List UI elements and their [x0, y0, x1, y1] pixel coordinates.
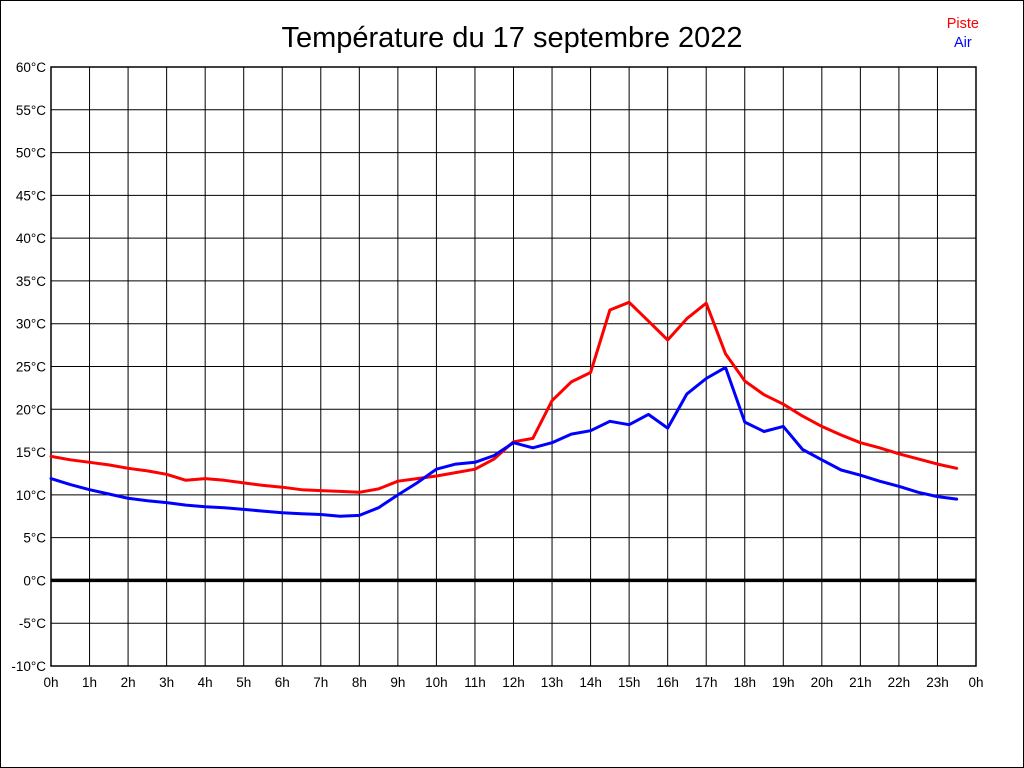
y-axis-tick-label: 50°C	[16, 146, 46, 161]
y-axis-tick-label: -5°C	[19, 616, 46, 631]
x-axis-tick-label: 0h	[43, 675, 58, 690]
x-axis-tick-label: 16h	[656, 675, 679, 690]
x-axis-tick-label: 14h	[579, 675, 602, 690]
x-axis-tick-label: 7h	[313, 675, 328, 690]
x-axis-tick-label: 10h	[425, 675, 448, 690]
y-axis-tick-label: 15°C	[16, 445, 46, 460]
y-axis-tick-label: 45°C	[16, 188, 46, 203]
y-axis-tick-label: 0°C	[23, 573, 46, 588]
x-axis-tick-label: 9h	[390, 675, 405, 690]
x-axis-tick-label: 0h	[968, 675, 983, 690]
y-axis-tick-label: -10°C	[11, 659, 46, 674]
air-temperature-line	[49, 365, 959, 518]
x-axis-tick-label: 23h	[926, 675, 949, 690]
x-axis-tick-label: 20h	[811, 675, 834, 690]
y-axis-tick-label: 25°C	[16, 360, 46, 375]
y-axis-tick-label: 60°C	[16, 60, 46, 75]
x-axis-tick-label: 21h	[849, 675, 872, 690]
x-axis-tick-label: 19h	[772, 675, 795, 690]
x-axis-tick-label: 17h	[695, 675, 718, 690]
x-axis-tick-label: 12h	[502, 675, 525, 690]
x-axis-tick-label: 18h	[733, 675, 756, 690]
x-axis-tick-label: 22h	[888, 675, 911, 690]
x-axis-tick-label: 11h	[464, 675, 486, 690]
y-axis-tick-label: 20°C	[16, 402, 46, 417]
legend-item-piste: Piste	[946, 16, 979, 32]
y-axis-tick-label: 10°C	[16, 488, 46, 503]
plot-border	[50, 66, 977, 667]
x-axis-tick-label: 6h	[275, 675, 290, 690]
y-axis-tick-label: 5°C	[23, 531, 46, 546]
chart-title: Température du 17 septembre 2022	[281, 22, 743, 54]
y-axis-tick-label: 40°C	[16, 231, 46, 246]
y-axis-tick-label: 30°C	[16, 317, 46, 332]
x-axis-tick-label: 8h	[352, 675, 367, 690]
y-axis-tick-label: 35°C	[16, 274, 46, 289]
x-axis-tick-label: 13h	[541, 675, 564, 690]
x-axis-tick-label: 3h	[159, 675, 174, 690]
chart-legend: Piste Air	[947, 15, 979, 53]
piste-temperature-line	[49, 300, 959, 494]
x-axis-tick-label: 2h	[121, 675, 136, 690]
x-axis-tick-label: 4h	[198, 675, 213, 690]
legend-item-air: Air	[954, 35, 972, 51]
x-axis-tick-label: 5h	[236, 675, 251, 690]
x-axis-tick-label: 1h	[82, 675, 97, 690]
y-axis-tick-label: 55°C	[16, 103, 46, 118]
x-axis-tick-label: 15h	[618, 675, 641, 690]
